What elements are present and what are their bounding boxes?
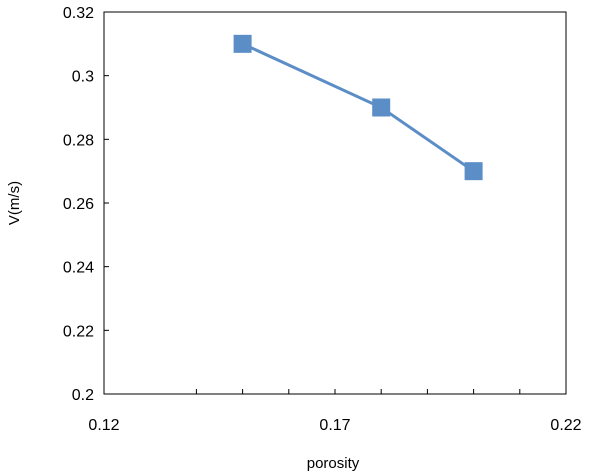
plot-border (103, 11, 567, 395)
x-tick-label: 0.22 (550, 417, 581, 434)
y-tick-label: 0.24 (63, 260, 94, 277)
data-point-marker (372, 98, 391, 117)
x-axis: 0.12 0.17 0.22 (88, 389, 582, 434)
x-tick-label: 0.17 (319, 417, 350, 434)
x-axis-label: porosity (307, 455, 360, 472)
y-tick-label: 0.2 (72, 387, 94, 404)
y-tick-label: 0.28 (63, 132, 94, 149)
series-line (241, 42, 475, 173)
y-tick-label: 0.26 (63, 196, 94, 213)
data-point-marker (233, 34, 252, 53)
y-tick-label: 0.3 (72, 69, 94, 86)
plot-area (103, 11, 567, 395)
series-layer (233, 34, 483, 181)
x-tick-label: 0.12 (88, 417, 119, 434)
y-tick-label: 0.32 (63, 5, 94, 22)
data-point-marker (464, 162, 483, 181)
y-axis-label: V(m/s) (6, 181, 23, 225)
y-axis: 0.2 0.22 0.24 0.26 0.28 0.3 0.32 (63, 5, 109, 404)
y-tick-label: 0.22 (63, 323, 94, 340)
